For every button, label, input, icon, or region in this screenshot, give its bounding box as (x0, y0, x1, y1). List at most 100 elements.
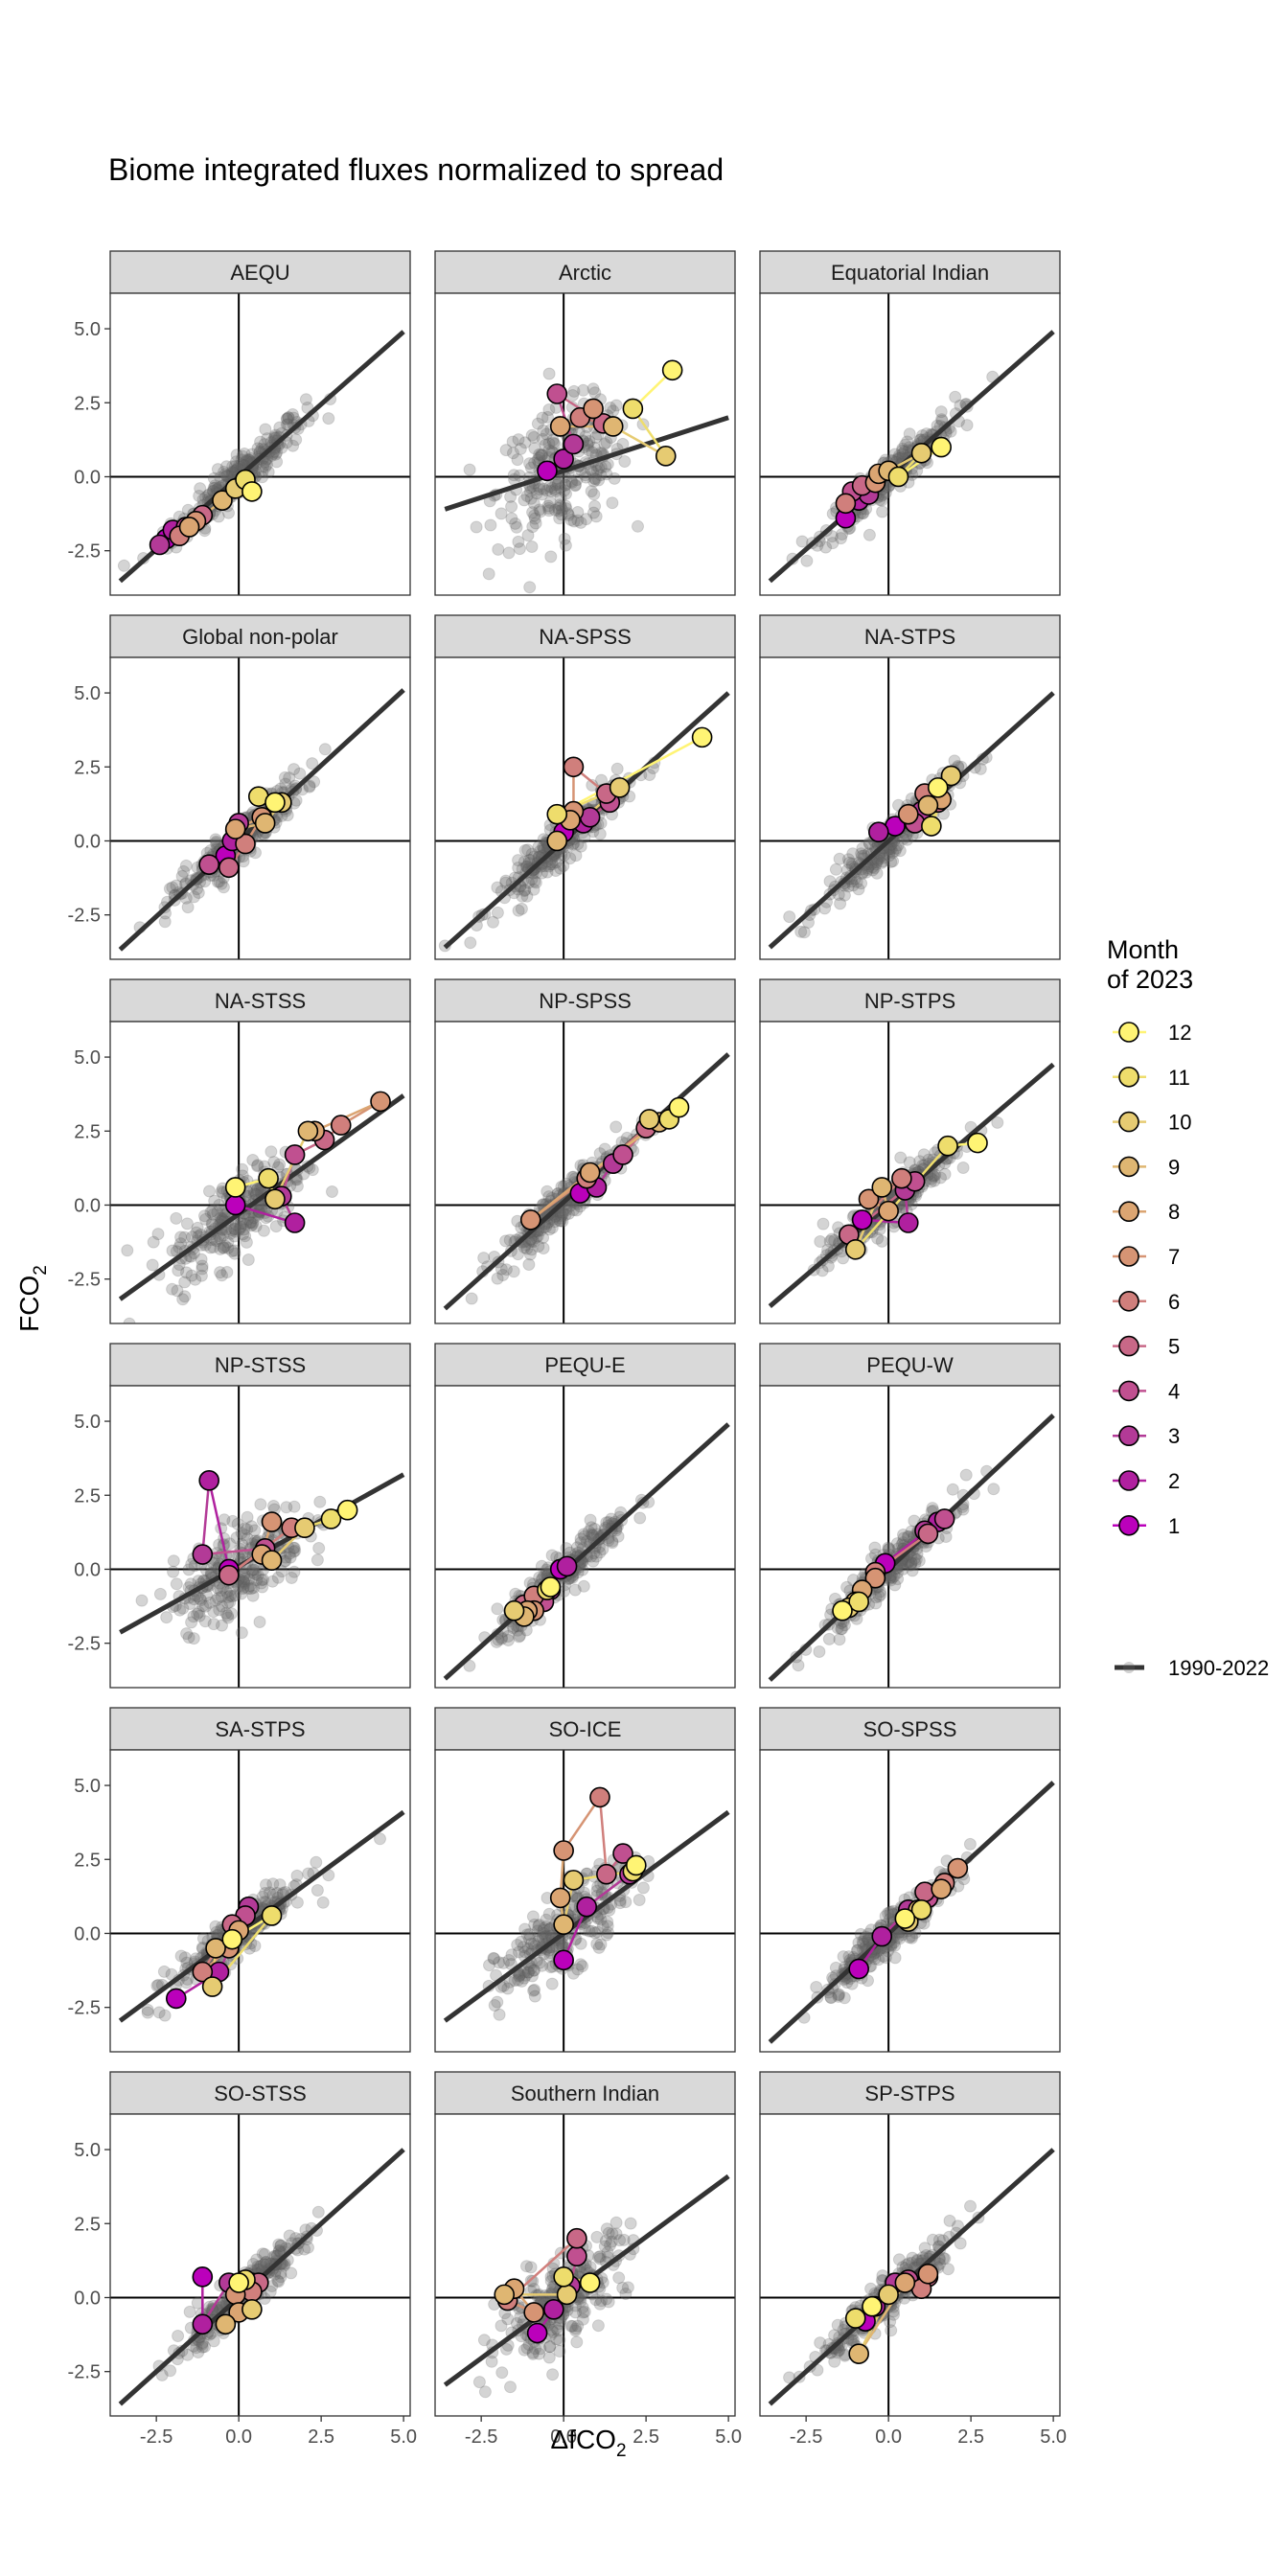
historical-point (251, 1160, 264, 1173)
historical-point (299, 393, 312, 406)
historical-point (590, 1884, 604, 1898)
historical-point (574, 516, 587, 529)
historical-point (866, 861, 880, 874)
historical-point (559, 539, 572, 552)
panel-strip (109, 250, 411, 294)
historical-point (477, 2334, 491, 2347)
historical-point (887, 1570, 901, 1583)
panel-strip-label: NP-STPS (864, 989, 955, 1013)
historical-point (833, 1633, 846, 1646)
historical-point (214, 1231, 227, 1245)
historical-point (522, 854, 536, 866)
historical-point (207, 472, 220, 485)
historical-point (532, 1934, 545, 1947)
historical-point (599, 2234, 612, 2247)
month-point-9 (546, 830, 568, 852)
historical-point (601, 2245, 614, 2259)
historical-point (266, 1877, 280, 1891)
historical-point (199, 1599, 212, 1613)
historical-point (935, 413, 949, 426)
historical-point (527, 430, 540, 444)
historical-point (896, 1562, 909, 1576)
historical-point (207, 1208, 219, 1221)
historical-point (833, 852, 846, 865)
x-tick-label: 5.0 (390, 2426, 417, 2448)
historical-point (869, 858, 883, 871)
historical-point (254, 1498, 267, 1511)
historical-point (890, 1537, 904, 1551)
historical-point (929, 1168, 942, 1182)
historical-point (593, 2250, 607, 2264)
historical-point (559, 1208, 572, 1221)
historical-point (175, 869, 189, 883)
historical-point (823, 875, 837, 888)
historical-point (514, 442, 527, 455)
historical-point (528, 509, 541, 522)
historical-point (570, 2335, 584, 2349)
month-point-1 (165, 1988, 187, 2010)
historical-point (901, 1530, 914, 1543)
historical-point (946, 1483, 959, 1496)
historical-point (906, 1564, 919, 1577)
historical-point (523, 1928, 537, 1941)
historical-point (269, 428, 282, 442)
month-point-4 (198, 854, 219, 875)
historical-point (906, 1931, 918, 1944)
panel-border (109, 1021, 411, 1324)
historical-point (221, 1591, 235, 1603)
historical-point (527, 1984, 540, 1997)
historical-point (166, 881, 179, 894)
historical-point (537, 1231, 550, 1244)
regression-line (768, 330, 1055, 584)
historical-point (888, 1951, 902, 1965)
historical-point (521, 843, 535, 857)
historical-point (273, 1158, 287, 1171)
historical-point (577, 1528, 590, 1541)
historical-point (928, 1174, 941, 1187)
historical-point (841, 880, 855, 893)
historical-point (247, 1563, 261, 1576)
panel-border (759, 1021, 1061, 1324)
historical-point (886, 1571, 899, 1584)
historical-point (488, 1999, 501, 2012)
historical-point (195, 1269, 208, 1282)
historical-point (576, 2301, 589, 2314)
historical-point (196, 2337, 209, 2351)
historical-point (271, 1161, 285, 1174)
historical-point (589, 431, 603, 444)
month-point-2 (871, 1925, 893, 1947)
historical-point (237, 855, 250, 868)
historical-point (589, 1550, 603, 1563)
historical-point (244, 1937, 258, 1950)
historical-point (241, 1510, 254, 1524)
historical-point (497, 1956, 510, 1969)
historical-point (524, 854, 538, 866)
historical-point (883, 849, 896, 862)
historical-point (232, 1224, 245, 1236)
historical-point (840, 1976, 854, 1990)
historical-point (548, 1215, 562, 1229)
historical-point (600, 468, 613, 481)
historical-point (873, 852, 886, 865)
panel-strip (109, 2071, 411, 2115)
historical-point (868, 1541, 882, 1554)
historical-point (178, 1276, 192, 1289)
historical-point (905, 1556, 918, 1570)
historical-point (247, 1211, 261, 1225)
historical-point (221, 1609, 234, 1622)
historical-point (218, 466, 231, 478)
historical-point (318, 743, 332, 756)
month-point-11 (546, 803, 568, 825)
historical-point (213, 875, 226, 888)
historical-point (192, 886, 205, 899)
historical-point (533, 451, 546, 465)
historical-point (178, 1290, 192, 1303)
historical-point (543, 858, 557, 871)
panel-na-stps: NA-STPS (759, 614, 1061, 960)
historical-point (540, 427, 553, 441)
month-point-11 (622, 398, 644, 420)
month-point-6 (835, 493, 857, 515)
historical-point (502, 1634, 515, 1646)
panel-pequ-w: PEQU-W (759, 1343, 1061, 1689)
historical-point (862, 528, 876, 541)
